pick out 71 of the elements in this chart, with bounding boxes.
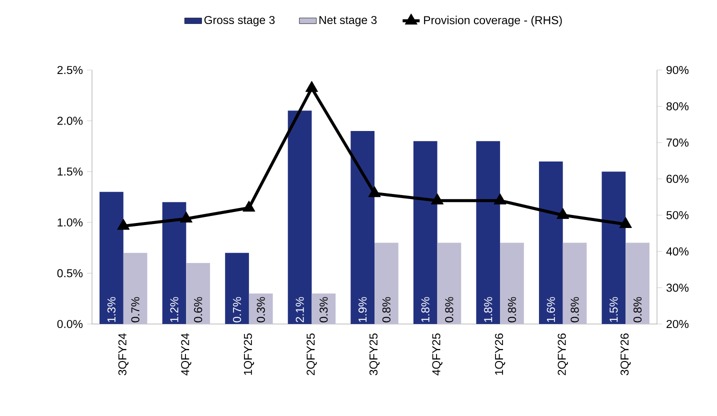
legend-label: Gross stage 3 [204, 16, 275, 26]
data-label: 0.3% [256, 297, 265, 322]
bar [374, 242, 398, 324]
point [180, 212, 192, 223]
data-label: 1.8% [484, 297, 492, 322]
legend-label: Provision coverage - (RHS) [424, 16, 562, 26]
bar [538, 161, 563, 324]
bar [626, 242, 650, 324]
x-tick-label: 4QFY24 [181, 333, 192, 376]
bar [562, 242, 587, 324]
bar [413, 141, 438, 324]
y2-tick-label: 50% [666, 211, 689, 220]
point [368, 186, 381, 198]
x-tick-label: 4QFY25 [432, 334, 442, 376]
point [242, 200, 256, 212]
y2-tick-label: 40% [666, 247, 689, 256]
bar [288, 110, 312, 324]
x-tick-label: 2QFY25 [306, 334, 317, 376]
bar [186, 263, 210, 324]
point [305, 80, 318, 92]
y-tick-label: 2.5% [57, 66, 83, 74]
data-label: 0.7% [131, 297, 140, 322]
y2-tick-label: 30% [666, 284, 689, 292]
y2-tick-label: 60% [666, 174, 689, 183]
data-label: 0.8% [633, 297, 642, 322]
point [117, 218, 130, 230]
y-tick-label: 0.5% [57, 269, 83, 278]
data-label: 0.7% [232, 297, 242, 322]
x-tick-label: 2QFY26 [558, 334, 568, 376]
bar [100, 192, 124, 324]
x-tick-label: 3QFY26 [620, 334, 631, 376]
data-label: 0.8% [570, 297, 579, 322]
bar [437, 242, 462, 324]
data-label: 2.1% [296, 297, 304, 322]
y-tick-label: 0.0% [57, 320, 83, 328]
bar [350, 130, 375, 324]
x-tick-label: 1QFY26 [494, 334, 506, 375]
point [494, 193, 506, 204]
y2-tick-label: 70% [666, 138, 689, 147]
bar [162, 202, 186, 324]
y2-tick-label: 80% [666, 102, 689, 110]
x-tick-label: 3QFY25 [369, 334, 380, 376]
y-tick-label: 1.5% [58, 168, 83, 176]
bar [123, 252, 148, 324]
data-label: 0.3% [320, 297, 328, 322]
data-label: 1.5% [610, 297, 618, 322]
bar [476, 141, 500, 324]
y-tick-label: 1.0% [58, 218, 83, 226]
data-label: 1.6% [546, 297, 555, 322]
data-label: 0.8% [508, 297, 516, 322]
data-label: 0.8% [445, 297, 454, 322]
data-label: 1.2% [170, 297, 178, 322]
data-label: 1.3% [107, 297, 116, 322]
x-tick-label: 1QFY25 [244, 334, 254, 375]
bar [602, 172, 626, 324]
data-label: 1.8% [421, 297, 430, 322]
bar [500, 242, 524, 324]
data-label: 0.8% [382, 297, 390, 322]
bar [225, 252, 249, 324]
bar [248, 294, 273, 324]
point [430, 193, 444, 204]
data-label: 0.6% [194, 297, 202, 322]
legend-label: Net stage 3 [319, 16, 377, 26]
y2-tick-label: 90% [666, 66, 689, 74]
bar [312, 294, 336, 324]
data-label: 1.9% [358, 297, 367, 322]
point [619, 216, 632, 228]
y-tick-label: 2.0% [57, 116, 83, 125]
x-tick-label: 3QFY24 [118, 333, 128, 376]
y2-tick-label: 20% [666, 320, 689, 328]
point [556, 208, 570, 219]
